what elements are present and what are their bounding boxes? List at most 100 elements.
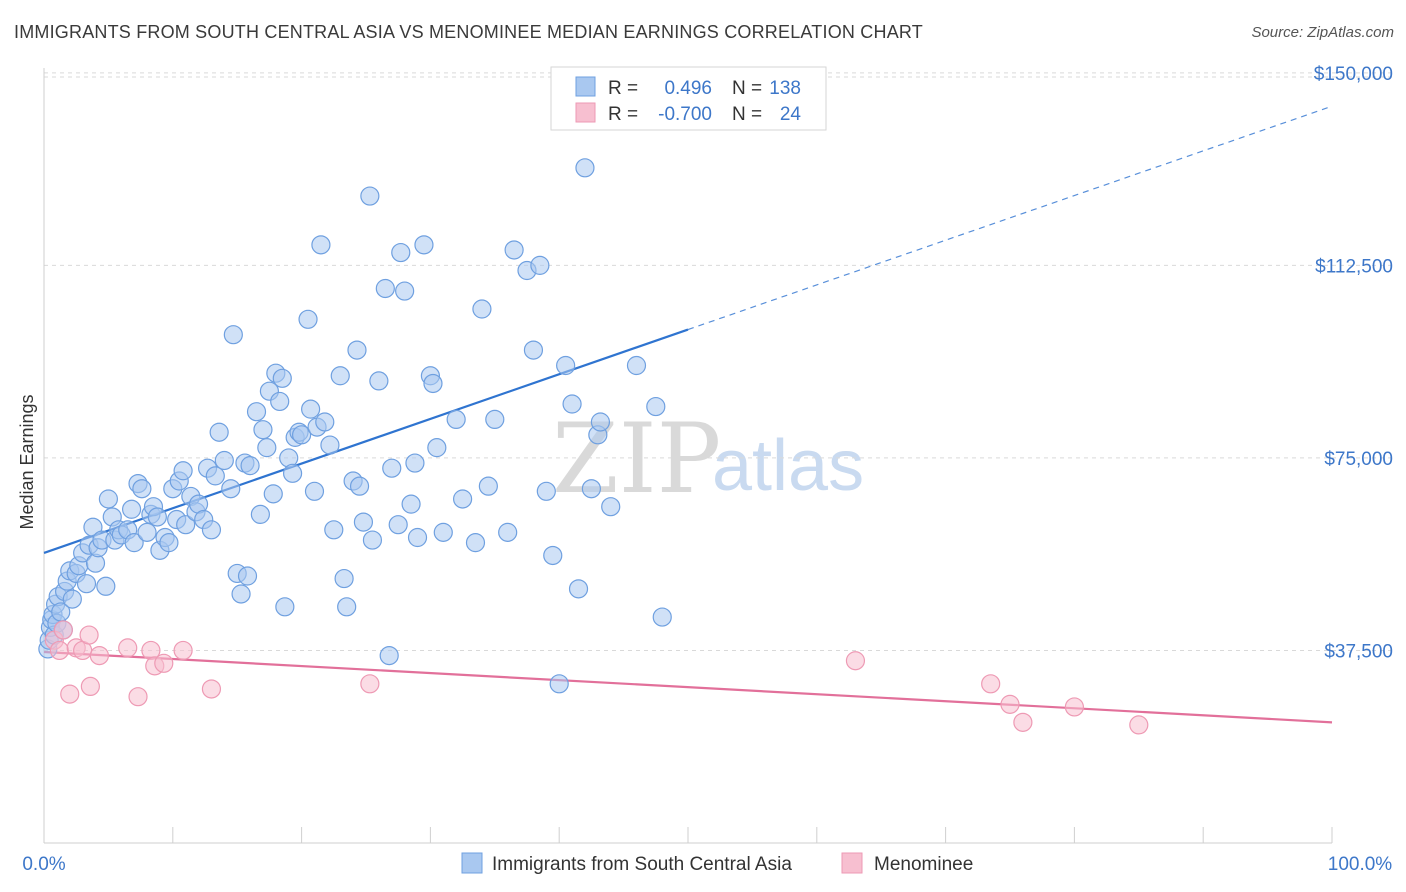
data-point-immigrants xyxy=(272,368,292,388)
data-point-immigrants xyxy=(311,235,331,255)
data-point-immigrants xyxy=(646,396,666,417)
data-point-immigrants xyxy=(556,355,576,376)
legend-r-label-1: R = xyxy=(608,78,638,99)
data-point-immigrants xyxy=(382,458,402,478)
data-point-immigrants xyxy=(205,466,225,486)
legend-r-value-1: 0.496 xyxy=(664,78,712,99)
watermark-atlas: atlas xyxy=(712,426,864,506)
gridlines xyxy=(44,72,1396,651)
data-point-menominee xyxy=(60,684,80,704)
data-point-immigrants xyxy=(330,366,350,386)
data-point-immigrants xyxy=(575,158,595,178)
data-point-immigrants xyxy=(301,399,321,419)
data-point-immigrants xyxy=(504,240,524,260)
data-point-immigrants xyxy=(401,494,421,514)
y-ticks: $37,500 $75,000 $112,500 $150,000 xyxy=(1314,64,1393,663)
data-point-immigrants xyxy=(360,186,380,206)
data-point-immigrants xyxy=(433,522,453,542)
stats-legend-box xyxy=(550,66,827,131)
data-point-immigrants xyxy=(337,597,357,617)
data-point-immigrants xyxy=(472,299,492,319)
data-point-immigrants xyxy=(159,533,179,553)
data-point-menominee xyxy=(981,674,1001,694)
data-point-immigrants xyxy=(176,515,196,535)
data-point-immigrants xyxy=(263,484,283,504)
data-point-immigrants xyxy=(391,242,411,263)
data-point-menominee xyxy=(1013,712,1033,732)
data-point-immigrants xyxy=(270,391,290,412)
data-point-menominee xyxy=(53,620,73,640)
data-point-immigrants xyxy=(414,235,434,255)
data-point-immigrants xyxy=(275,597,295,617)
data-point-menominee xyxy=(80,676,100,697)
data-point-menominee xyxy=(173,640,193,661)
x-ticks xyxy=(43,827,1333,843)
data-point-immigrants xyxy=(388,515,408,535)
data-point-immigrants xyxy=(246,402,267,422)
data-point-immigrants xyxy=(304,481,325,501)
legend-n-value-1: 138 xyxy=(769,78,801,99)
data-point-immigrants xyxy=(395,281,415,301)
data-point-immigrants xyxy=(427,438,447,458)
data-point-immigrants xyxy=(601,497,621,517)
bottom-legend-swatch-blue xyxy=(461,852,483,874)
bottom-legend-label-pink: Menominee xyxy=(874,854,973,875)
data-point-immigrants xyxy=(362,530,383,550)
data-point-immigrants xyxy=(568,579,589,599)
data-point-immigrants xyxy=(523,340,544,360)
data-point-immigrants xyxy=(423,373,443,394)
data-point-immigrants xyxy=(478,476,498,496)
data-point-immigrants xyxy=(369,371,389,391)
data-point-immigrants xyxy=(379,645,399,666)
data-point-immigrants xyxy=(562,394,582,414)
data-point-immigrants xyxy=(334,568,354,589)
data-point-menominee xyxy=(1000,694,1020,714)
legend-swatch-pink xyxy=(575,102,596,123)
data-point-immigrants xyxy=(240,456,260,476)
data-point-immigrants xyxy=(530,255,550,275)
data-point-menominee xyxy=(154,653,174,673)
data-point-immigrants xyxy=(214,450,234,471)
data-point-immigrants xyxy=(96,576,116,596)
trend-line-menominee xyxy=(43,650,1333,724)
legend-r-label-2: R = xyxy=(608,104,638,125)
y-tick-label: $37,500 xyxy=(1324,641,1393,662)
data-point-immigrants xyxy=(626,355,647,376)
stats-legend: R = 0.496 N = 138 R = -0.700 N = 24 xyxy=(550,66,827,131)
data-point-immigrants xyxy=(121,499,142,519)
data-point-immigrants xyxy=(446,409,466,430)
data-point-immigrants xyxy=(237,566,258,586)
data-point-immigrants xyxy=(231,584,251,604)
data-point-menominee xyxy=(1129,715,1149,735)
data-point-immigrants xyxy=(257,438,277,458)
data-point-immigrants xyxy=(173,461,193,481)
data-point-immigrants xyxy=(124,533,144,553)
watermark-zip: ZIP xyxy=(552,403,721,515)
data-point-immigrants xyxy=(292,425,312,445)
x-tick-label-min: 0.0% xyxy=(22,854,65,875)
y-axis-label: Median Earnings xyxy=(17,394,37,529)
data-point-immigrants xyxy=(590,412,611,432)
data-point-immigrants xyxy=(347,340,367,360)
data-point-menominee xyxy=(128,687,148,707)
y-tick-label: $75,000 xyxy=(1324,449,1393,470)
legend-n-value-2: 24 xyxy=(780,104,802,125)
data-point-immigrants xyxy=(498,522,518,542)
data-point-immigrants xyxy=(209,422,229,442)
data-point-immigrants xyxy=(253,420,273,440)
data-point-immigrants xyxy=(453,489,473,509)
data-point-immigrants xyxy=(250,504,270,524)
bottom-legend-label-blue: Immigrants from South Central Asia xyxy=(492,854,792,875)
x-tick-label-max: 100.0% xyxy=(1328,854,1393,875)
data-point-immigrants xyxy=(407,527,428,548)
data-point-immigrants xyxy=(324,520,344,540)
data-point-immigrants xyxy=(652,607,672,627)
data-point-immigrants xyxy=(62,589,82,609)
data-point-immigrants xyxy=(201,520,222,540)
data-point-immigrants xyxy=(137,522,157,542)
legend-n-label-2: N = xyxy=(732,104,762,125)
y-tick-label: $150,000 xyxy=(1314,64,1393,85)
data-point-immigrants xyxy=(298,309,318,329)
data-point-menominee xyxy=(79,625,99,645)
data-point-menominee xyxy=(1064,697,1085,717)
